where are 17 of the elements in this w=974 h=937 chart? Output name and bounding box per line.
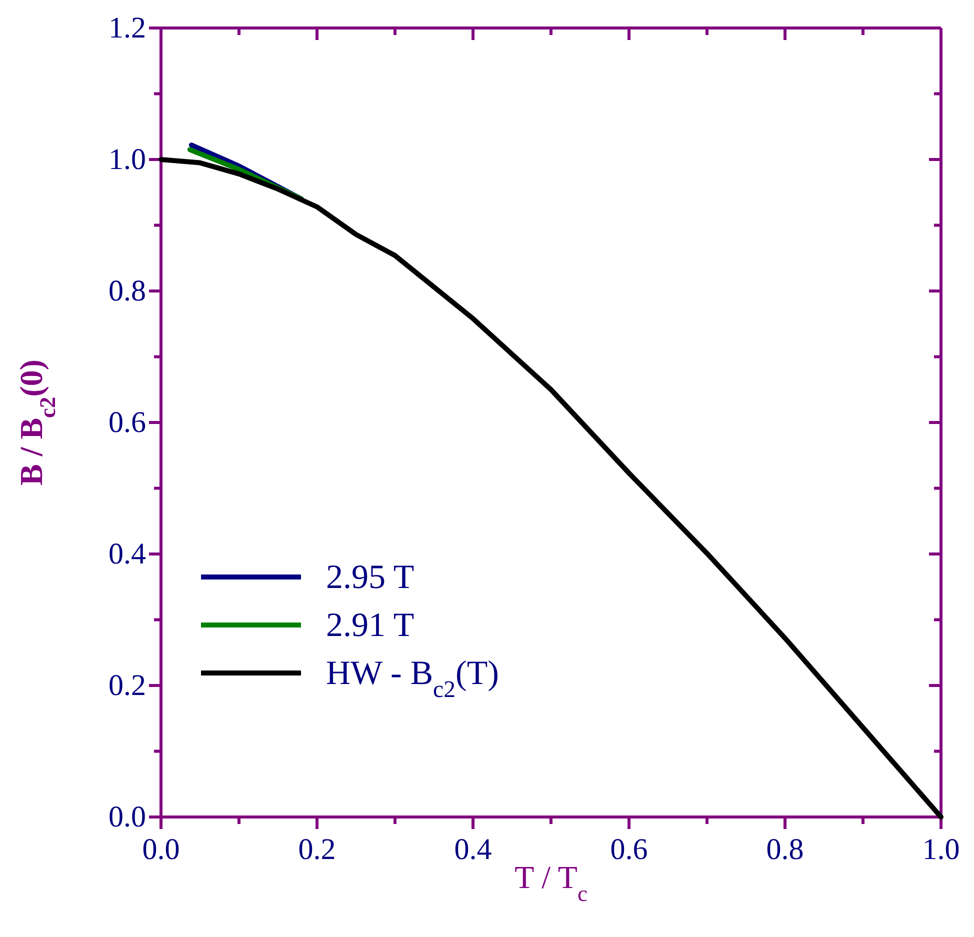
y-tick-label: 1.0 [108, 143, 146, 176]
x-tick-label: 1.0 [922, 833, 960, 866]
legend-label: HW - B$_{c2}$(T) [326, 655, 499, 703]
y-tick-label: 0.0 [108, 800, 146, 834]
y-tick-label: 0.2 [108, 669, 146, 702]
x-tick-label: 0.8 [766, 833, 804, 866]
y-tick-label: 0.6 [108, 406, 146, 440]
x-tick-label: 0.4 [454, 833, 492, 866]
legend-label: 2.95 T [326, 559, 414, 596]
y-tick-label: 0.8 [108, 274, 146, 308]
x-tick-label: 0.0 [142, 833, 180, 866]
y-tick-label: 1.2 [108, 12, 146, 45]
legend-label: 2.91 T [326, 607, 414, 644]
y-tick-label: 0.4 [108, 538, 146, 571]
x-tick-label: 0.6 [610, 833, 648, 866]
x-axis-title: T / T$_{c}$ [514, 859, 588, 906]
x-tick-label: 0.2 [298, 833, 336, 866]
